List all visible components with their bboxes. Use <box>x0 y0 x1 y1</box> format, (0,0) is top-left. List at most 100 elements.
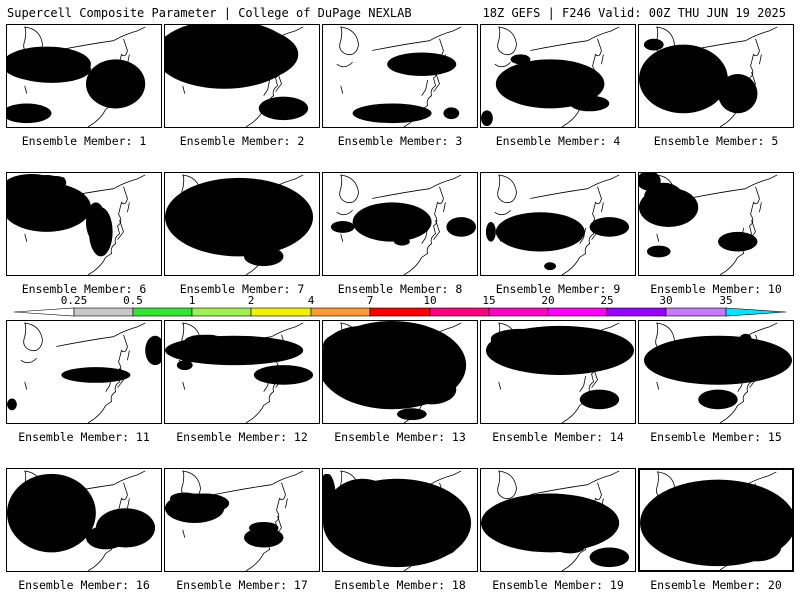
color-scale-segment <box>13 307 75 317</box>
scp-contour-area <box>100 81 131 106</box>
great-lakes-coastline <box>336 322 359 364</box>
scp-field-map <box>165 322 314 423</box>
scp-field-map <box>7 470 156 571</box>
ensemble-member-map[interactable] <box>480 172 636 276</box>
ensemble-member-map[interactable] <box>480 320 636 424</box>
scp-field-map <box>336 26 462 127</box>
scp-contour-area <box>39 484 64 497</box>
ensemble-member-label: Ensemble Member: 14 <box>492 430 624 444</box>
lake-shoreline-fragment <box>182 233 186 242</box>
scp-contour-area <box>698 389 738 410</box>
lake-shoreline-fragment <box>340 529 344 538</box>
scp-contour-area <box>654 65 679 93</box>
scp-field-map <box>7 26 146 127</box>
lake-shoreline-fragment <box>656 233 660 242</box>
ensemble-member-map[interactable] <box>6 320 162 424</box>
color-scale-segment <box>310 307 371 317</box>
ensemble-member-map[interactable] <box>638 320 794 424</box>
ensemble-member-map[interactable] <box>480 24 636 128</box>
lake-shoreline-fragment <box>656 85 660 94</box>
scp-field-map <box>165 25 309 127</box>
ensemble-member-label: Ensemble Member: 13 <box>334 430 466 444</box>
color-scale-segment <box>369 307 431 317</box>
header-valid-time: 18Z GEFS | F246 Valid: 00Z THU JUN 19 20… <box>482 6 786 20</box>
great-lakes-coastline <box>494 174 517 216</box>
east-coast-coastline <box>56 470 146 571</box>
scp-field-map <box>7 173 146 275</box>
east-coast-coastline <box>214 470 304 571</box>
ensemble-member-map[interactable] <box>638 24 794 128</box>
scp-contour-area <box>569 95 610 112</box>
ensemble-member-map[interactable] <box>638 468 794 572</box>
ensemble-member-map[interactable] <box>638 172 794 276</box>
color-scale-segment <box>665 307 727 317</box>
scp-contour-area <box>729 530 738 537</box>
east-coast-coastline <box>688 174 778 275</box>
scp-contour-area <box>727 238 748 249</box>
great-lakes-coastline <box>653 471 676 512</box>
east-coast-coastline <box>688 471 777 570</box>
ensemble-member-map[interactable] <box>164 24 320 128</box>
ensemble-member-map[interactable] <box>322 24 478 128</box>
scp-contour-area <box>372 104 393 113</box>
scp-contour-area <box>323 473 331 494</box>
east-coast-coastline <box>214 26 304 127</box>
scp-contour-area <box>95 508 156 548</box>
ensemble-member-label: Ensemble Member: 11 <box>18 430 150 444</box>
ensemble-member-map[interactable] <box>6 468 162 572</box>
great-lakes-coastline <box>652 26 675 68</box>
ensemble-member-map[interactable] <box>6 172 162 276</box>
great-lakes-coastline <box>178 470 201 512</box>
ensemble-member-label: Ensemble Member: 20 <box>650 578 782 592</box>
scp-field-map <box>481 26 620 127</box>
scp-contour-area <box>421 54 442 65</box>
lake-shoreline-fragment <box>24 85 28 94</box>
great-lakes-coastline <box>20 26 43 68</box>
east-coast-coastline <box>688 26 778 127</box>
ensemble-member-label: Ensemble Member: 1 <box>21 134 147 148</box>
ensemble-member-label: Ensemble Member: 18 <box>334 578 466 592</box>
great-lakes-coastline <box>20 174 43 216</box>
lake-shoreline-fragment <box>498 233 502 242</box>
lake-shoreline-fragment <box>340 233 344 242</box>
scp-field-map <box>481 470 630 571</box>
ensemble-member-map[interactable] <box>480 468 636 572</box>
east-coast-coastline <box>530 322 620 423</box>
ensemble-member-map[interactable] <box>6 24 162 128</box>
scp-contour-area <box>510 54 531 65</box>
color-scale-tick-label: 0.25 <box>61 294 88 307</box>
color-scale-segment <box>250 307 312 317</box>
scp-contour-area <box>555 541 585 554</box>
color-scale-segment <box>132 307 193 317</box>
scp-contour-area <box>443 107 460 120</box>
scp-contour-area <box>377 206 398 219</box>
scp-contour-area <box>646 245 671 258</box>
ensemble-member-map[interactable] <box>322 468 478 572</box>
lake-shoreline-fragment <box>498 381 502 390</box>
color-scale-tick-label: 2 <box>248 294 255 307</box>
lake-shoreline-fragment <box>340 85 344 94</box>
scp-contour-area <box>732 532 782 562</box>
great-lakes-coastline <box>178 174 201 216</box>
ensemble-member-map[interactable] <box>164 468 320 572</box>
scp-contour-area <box>258 96 309 121</box>
ensemble-member-map[interactable] <box>164 172 320 276</box>
scp-contour-area <box>352 202 432 242</box>
color-scale-tick-label: 25 <box>600 294 613 307</box>
scp-contour-area <box>579 389 620 410</box>
ensemble-member-label: Ensemble Member: 8 <box>337 282 463 296</box>
scp-field-map <box>485 174 630 275</box>
ensemble-member-label: Ensemble Member: 7 <box>179 282 305 296</box>
scp-field-map <box>323 470 472 571</box>
ensemble-member-map[interactable] <box>164 320 320 424</box>
scp-contour-area <box>394 237 410 246</box>
color-scale-tick-label: 15 <box>482 294 495 307</box>
ensemble-member-label: Ensemble Member: 10 <box>650 282 782 296</box>
scp-contour-area <box>243 246 284 267</box>
east-coast-coastline <box>372 322 462 423</box>
ensemble-member-map[interactable] <box>322 320 478 424</box>
east-coast-coastline <box>372 174 462 275</box>
ensemble-member-map[interactable] <box>322 172 478 276</box>
ensemble-member-label: Ensemble Member: 19 <box>492 578 624 592</box>
color-scale-tick-label: 10 <box>423 294 436 307</box>
